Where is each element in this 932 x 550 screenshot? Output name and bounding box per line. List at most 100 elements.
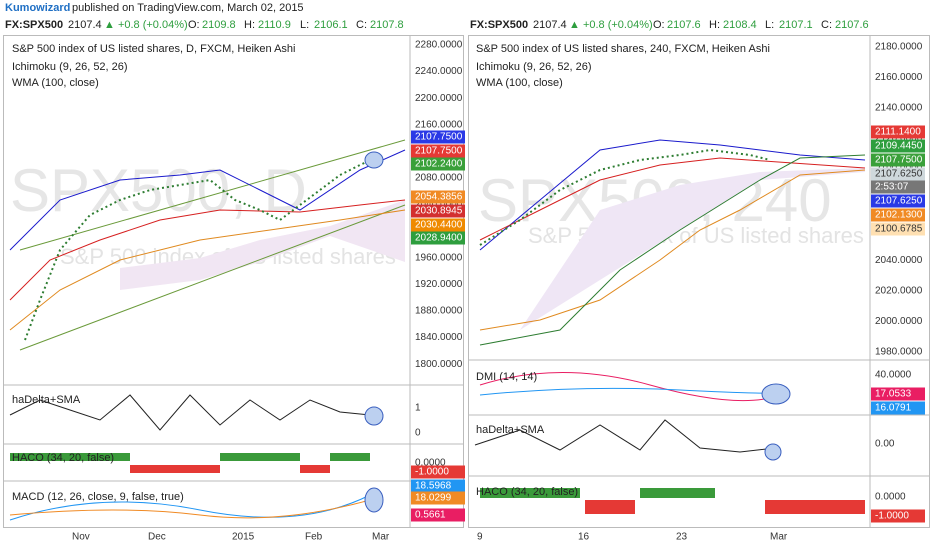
price-axis-label: 1960.0000	[415, 252, 463, 263]
price-badge: 2030.4400	[415, 220, 463, 231]
ohlc-label: C:	[356, 19, 367, 31]
study-label: WMA (100, close)	[476, 77, 563, 89]
price-badge: 2111.1400	[875, 127, 921, 138]
pane-badge-bg	[411, 465, 465, 479]
pane-badge: 0.5661	[415, 510, 446, 521]
pane-badge-bg	[871, 509, 925, 523]
time-axis-label: 2015	[232, 532, 255, 543]
study-label: Ichimoku (9, 26, 52, 26)	[12, 61, 128, 73]
time-axis-label: 16	[578, 532, 590, 543]
pane-badge: 16.0791	[875, 403, 912, 414]
pane-title: haDelta+SMA	[12, 394, 81, 406]
time-axis-label: Feb	[305, 532, 323, 543]
price-axis-label: 2000.0000	[875, 316, 923, 327]
price-axis-label: 2240.0000	[415, 66, 463, 77]
ohlc-label: H:	[244, 19, 255, 31]
study-label: WMA (100, close)	[12, 77, 99, 89]
price-badge-bg	[411, 231, 465, 245]
price-badge: 2109.4450	[875, 141, 923, 152]
pane-axis-label: 0	[415, 428, 421, 439]
pane-badge: -1.0000	[875, 511, 909, 522]
ohlc-label: O:	[188, 19, 200, 31]
price-badge: 2102.2400	[415, 159, 463, 170]
price-badge-bg	[411, 130, 465, 144]
price-badge: 2102.1300	[875, 210, 923, 221]
price-badge: 2107.7500	[415, 146, 463, 157]
time-axis-label: 9	[477, 532, 483, 543]
ohlc-label: H:	[709, 19, 720, 31]
price-axis-label: 2200.0000	[415, 93, 463, 104]
pane-axis-label: 40.0000	[875, 370, 912, 381]
ohlc-value: 2107.8	[370, 19, 404, 31]
change: ▲ +0.8 (+0.04%)	[104, 19, 188, 31]
pane-title: haDelta+SMA	[476, 424, 545, 436]
ohlc-value: 2109.8	[202, 19, 236, 31]
ohlc-value: 2107.1	[779, 19, 813, 31]
price-badge: 2030.8945	[415, 206, 463, 217]
change: ▲ +0.8 (+0.04%)	[569, 19, 653, 31]
pane-badge-bg	[411, 508, 465, 522]
price-badge-bg	[871, 208, 925, 222]
watermark: SPX500, D	[10, 157, 307, 224]
price-badge: 2107.7500	[415, 132, 463, 143]
pane-badge-bg	[411, 479, 465, 493]
pane-title: DMI (14, 14)	[476, 371, 537, 383]
ohlc-value: 2107.6	[835, 19, 869, 31]
ohlc-value: 2107.6	[667, 19, 701, 31]
author[interactable]: Kumowizard	[5, 2, 70, 14]
pane-badge: -1.0000	[415, 467, 449, 478]
price-badge-bg	[411, 157, 465, 171]
chart-title: S&P 500 index of US listed shares, D, FX…	[12, 43, 295, 55]
price-axis-label: 2160.0000	[875, 72, 923, 83]
price-axis-label: 2140.0000	[875, 103, 923, 114]
texts: FX:SPX500 2107.4 ▲ +0.8 (+0.04%) O: 2109.8 H:…	[5, 19, 925, 543]
price-badge-bg	[871, 125, 925, 139]
time-axis-label: 23	[676, 532, 688, 543]
time-axis-label: Mar	[372, 532, 390, 543]
price-axis-label: 1980.0000	[875, 347, 923, 358]
price-badge-bg	[411, 190, 465, 204]
price-axis-label: 2160.0000	[415, 119, 463, 130]
pane-axis-label: 0.00	[875, 439, 895, 450]
pane-title: HACO (34, 20, false)	[476, 486, 578, 498]
price-axis-label: 2120.0000	[875, 133, 923, 144]
right-frame	[468, 35, 930, 528]
price-badge-bg	[871, 194, 925, 208]
study-label: Ichimoku (9, 26, 52, 26)	[476, 61, 592, 73]
pane-axis-label: 1	[415, 403, 421, 414]
pane-badge-bg	[871, 387, 925, 401]
left-frame	[3, 35, 464, 528]
price-badge-bg	[411, 144, 465, 158]
time-axis-label: Dec	[148, 532, 166, 543]
price-badge-bg	[411, 204, 465, 218]
last-price: 2107.4	[533, 19, 567, 31]
price-axis-label: 2180.0000	[875, 42, 923, 53]
ohlc-value: 2106.1	[314, 19, 348, 31]
price-badge: 2:53:07	[875, 182, 909, 193]
price-badge: 2054.3856	[415, 192, 463, 203]
price-badge: 2107.7500	[875, 155, 923, 166]
symbol: FX:SPX500	[5, 19, 63, 31]
last-price: 2107.4	[68, 19, 102, 31]
price-axis-label: 1800.0000	[415, 359, 463, 370]
ohlc-value: 2110.9	[258, 19, 291, 31]
time-axis-label: Nov	[72, 532, 90, 543]
price-axis-label: 2280.0000	[415, 40, 463, 51]
price-axis-label: 1840.0000	[415, 332, 463, 343]
price-axis-label: 1880.0000	[415, 306, 463, 317]
pane-badge-bg	[411, 491, 465, 505]
price-badge-bg	[871, 167, 925, 181]
price-badge: 2107.6250	[875, 169, 923, 180]
price-axis-label: 1920.0000	[415, 279, 463, 290]
time-axis-label: Mar	[770, 532, 788, 543]
pane-dividers	[3, 359, 930, 482]
price-axis-label: 2080.0000	[415, 173, 463, 184]
price-badge-bg	[871, 222, 925, 236]
price-badge-bg	[411, 218, 465, 232]
pane-title: HACO (34, 20, false)	[12, 452, 114, 464]
price-badge: 2107.6250	[875, 196, 923, 207]
right-plot-sketch	[474, 139, 866, 514]
price-badge: 2100.6785	[875, 224, 923, 235]
price-axis-label: 2040.0000	[875, 255, 923, 266]
